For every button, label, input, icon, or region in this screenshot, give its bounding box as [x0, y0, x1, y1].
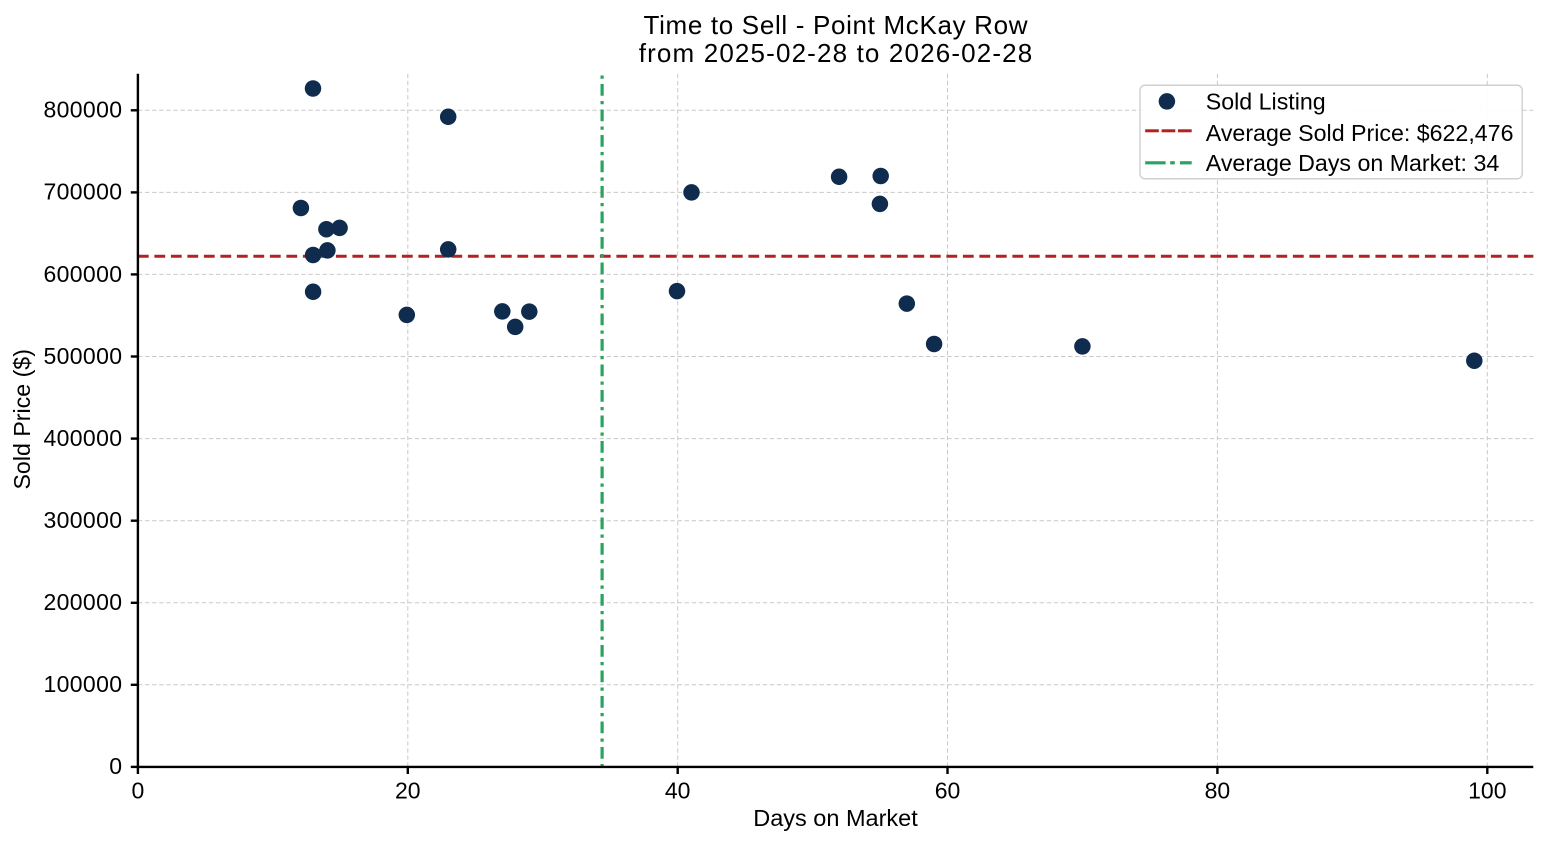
svg-text:Sold Price ($): Sold Price ($): [9, 349, 35, 489]
svg-text:60: 60: [935, 777, 961, 803]
svg-text:100000: 100000: [44, 671, 123, 697]
svg-text:Days on Market: Days on Market: [753, 805, 918, 831]
svg-text:800000: 800000: [44, 97, 123, 123]
svg-text:from 2025-02-28 to 2026-02-28: from 2025-02-28 to 2026-02-28: [639, 38, 1033, 68]
svg-text:200000: 200000: [44, 589, 123, 615]
svg-text:0: 0: [109, 753, 122, 779]
svg-text:80: 80: [1205, 777, 1231, 803]
svg-text:Average Sold Price: $622,476: Average Sold Price: $622,476: [1206, 120, 1514, 146]
svg-text:Time to Sell - Point McKay Row: Time to Sell - Point McKay Row: [644, 10, 1028, 40]
svg-text:500000: 500000: [44, 343, 123, 369]
svg-text:0: 0: [132, 777, 145, 803]
svg-text:100: 100: [1468, 777, 1506, 803]
svg-text:40: 40: [665, 777, 691, 803]
svg-text:300000: 300000: [44, 507, 123, 533]
svg-text:400000: 400000: [44, 425, 123, 451]
svg-text:700000: 700000: [44, 179, 123, 205]
svg-text:Average Days on Market: 34: Average Days on Market: 34: [1206, 150, 1500, 176]
svg-text:600000: 600000: [44, 261, 123, 287]
svg-text:20: 20: [395, 777, 421, 803]
svg-text:Sold Listing: Sold Listing: [1206, 89, 1326, 115]
